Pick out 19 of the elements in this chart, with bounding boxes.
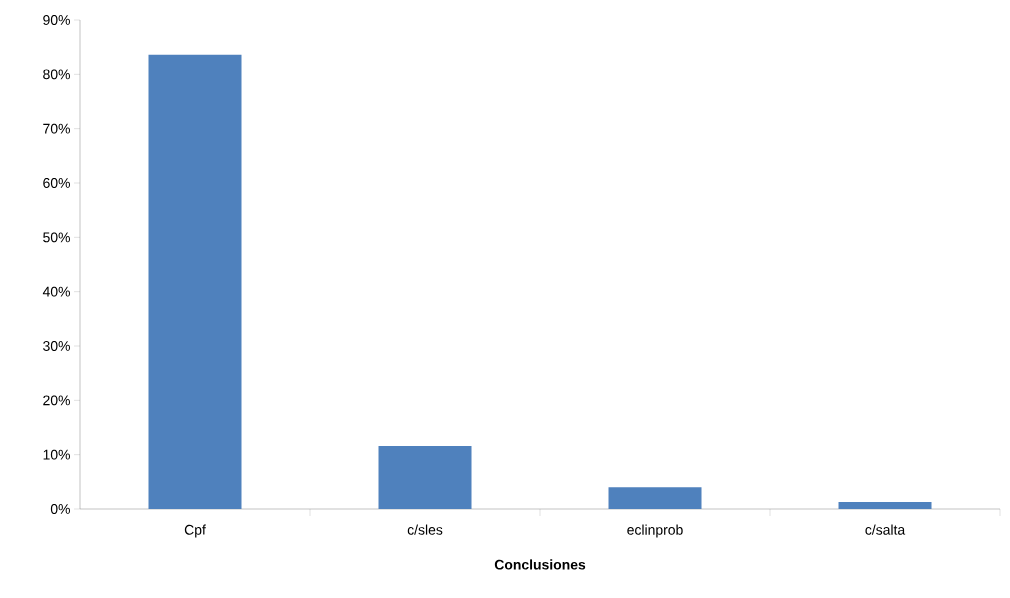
- y-tick-label: 30%: [43, 341, 70, 351]
- bar: [148, 54, 242, 509]
- y-tick-label: 0%: [50, 504, 70, 514]
- x-tick-label: c/salta: [865, 524, 906, 535]
- bar: [608, 487, 702, 509]
- y-tick-label: 60%: [43, 178, 70, 188]
- x-tick-label: c/sles: [407, 524, 443, 535]
- bar: [378, 445, 472, 509]
- x-tick-label: Cpf: [184, 524, 206, 538]
- bar: [838, 501, 932, 509]
- y-tick-label: 10%: [43, 449, 70, 460]
- y-tick-label: 40%: [42, 286, 70, 297]
- y-tick-label: 80%: [43, 69, 70, 80]
- x-axis-title: Conclusiones: [494, 559, 586, 570]
- y-tick-label: 70%: [43, 123, 70, 134]
- y-tick-label: 20%: [43, 395, 70, 406]
- y-tick-label: 50%: [43, 232, 70, 243]
- y-tick-label: 90%: [43, 15, 70, 25]
- x-tick-label: eclinprob: [627, 524, 683, 538]
